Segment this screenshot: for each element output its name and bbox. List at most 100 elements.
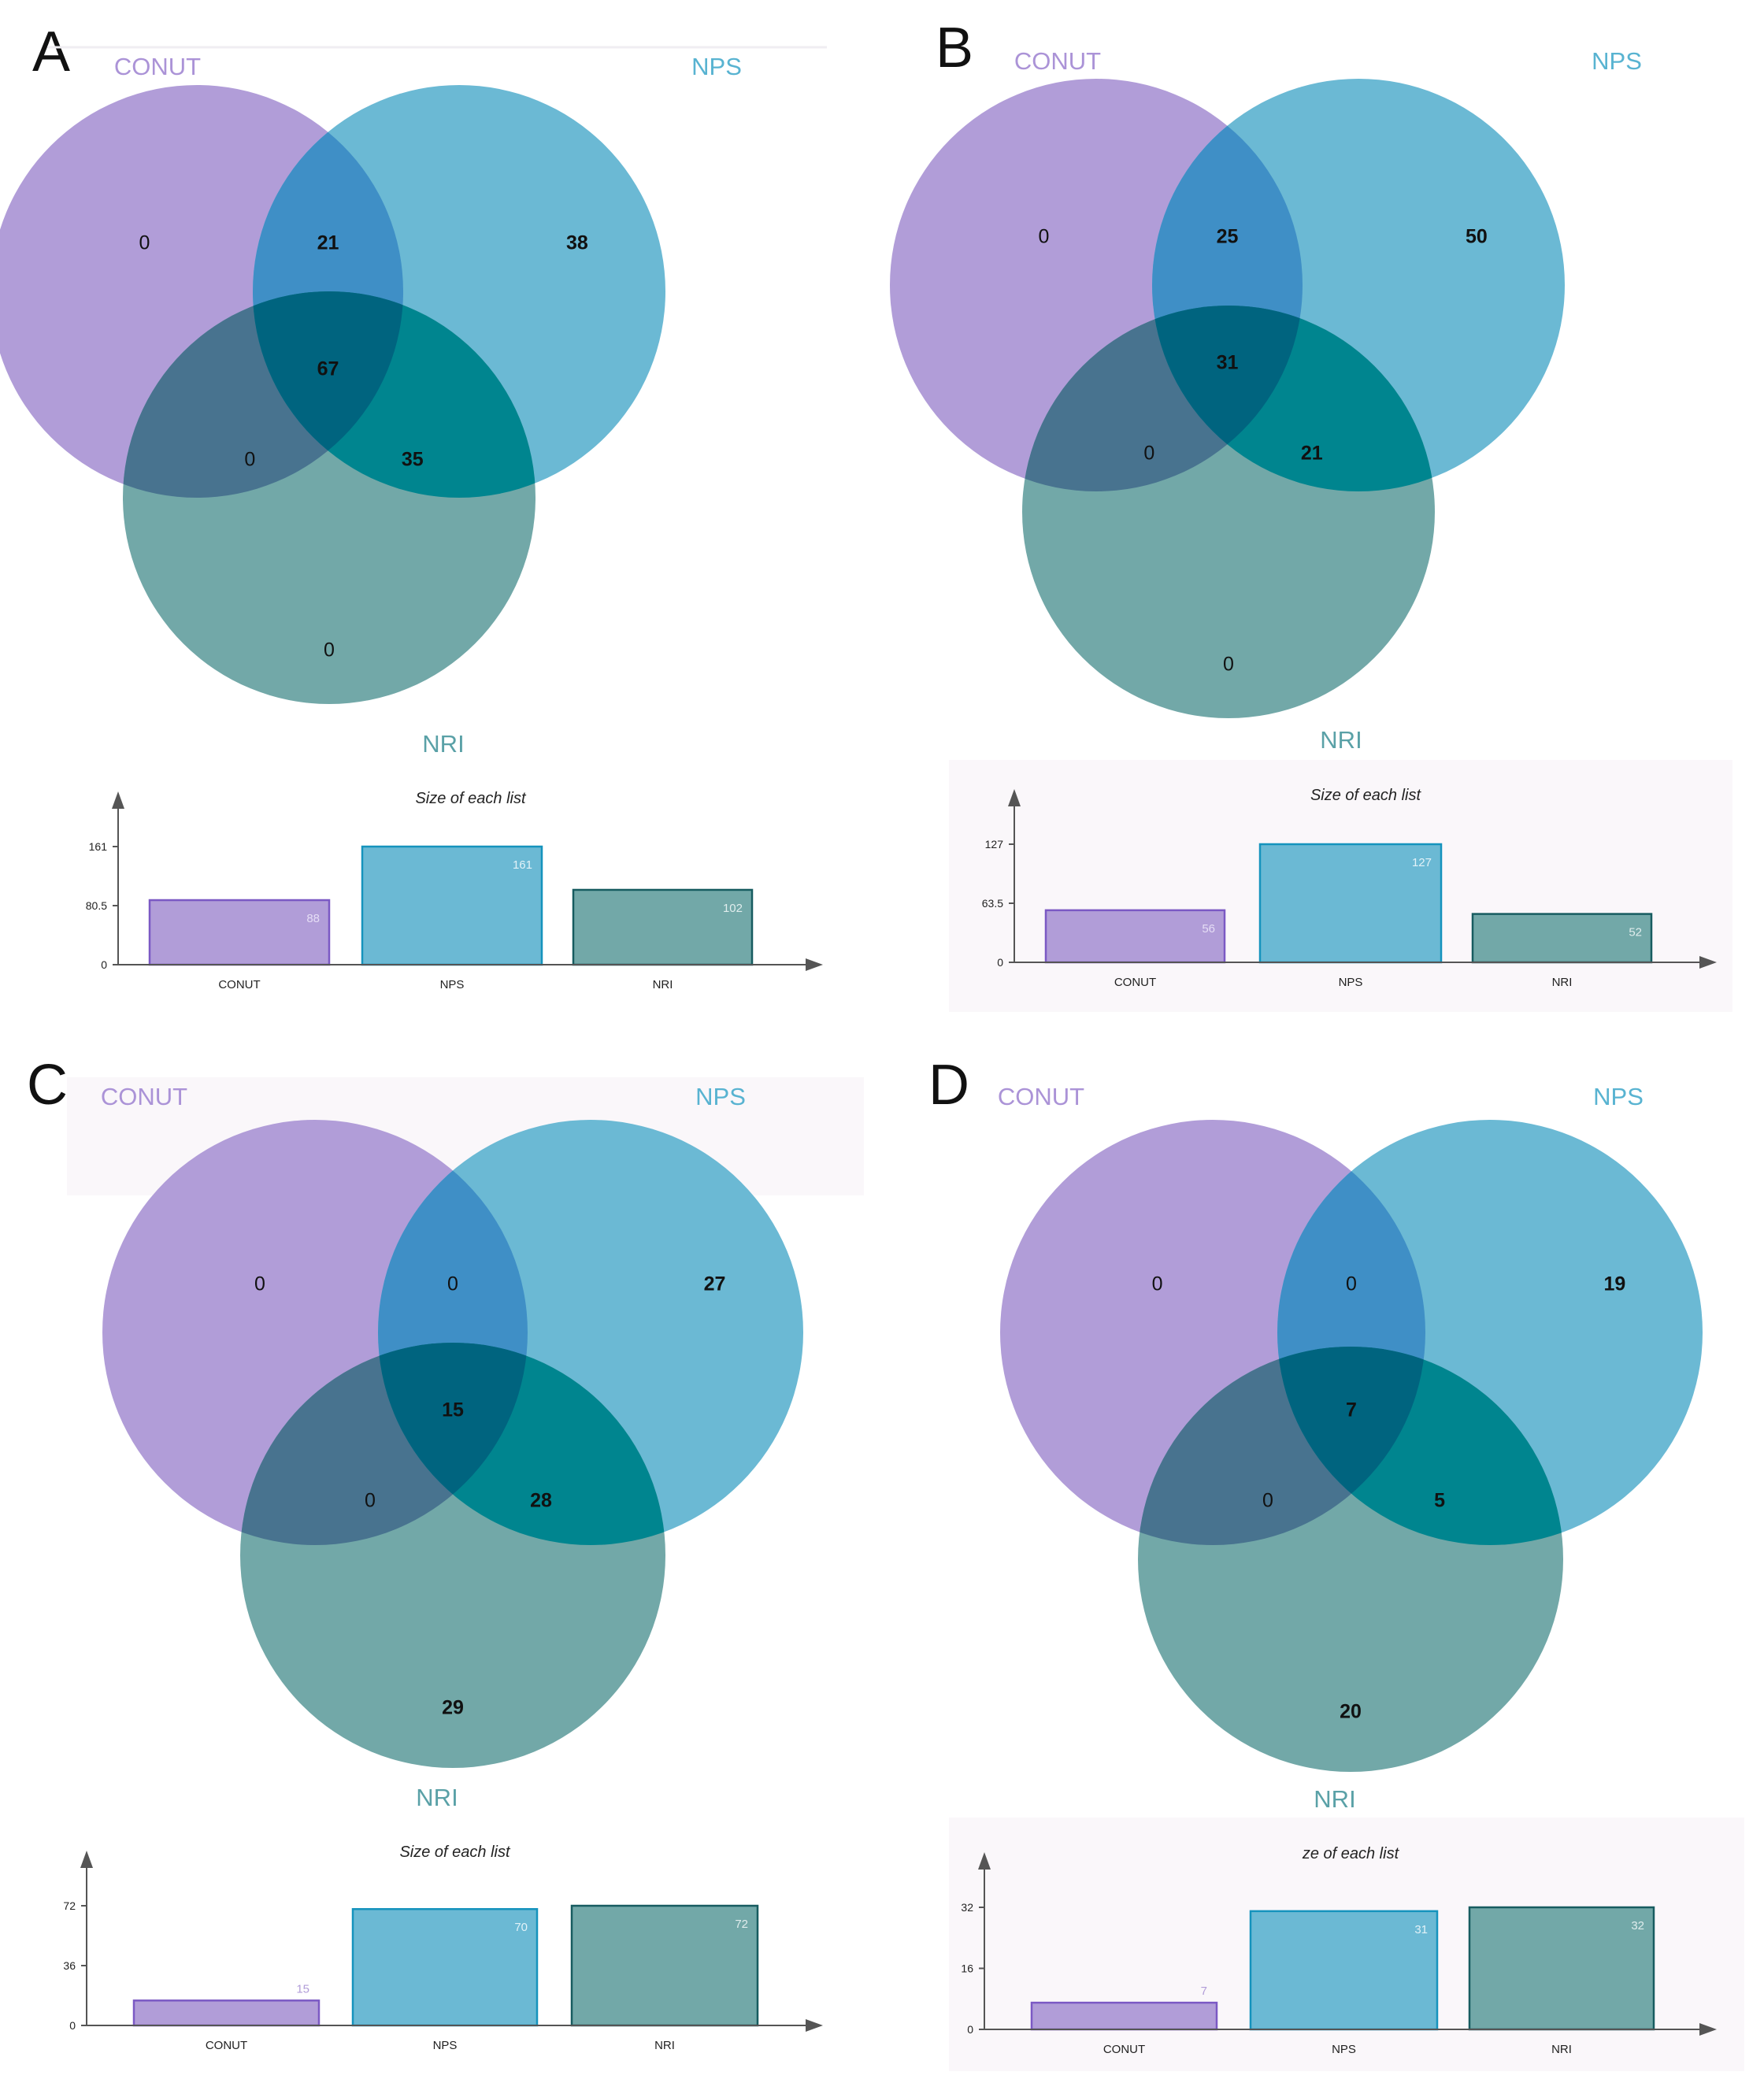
region-count-nps-nri: 21 bbox=[1301, 443, 1323, 465]
region-count-conut-nri: 0 bbox=[1143, 443, 1154, 465]
y-tick-label: 0 bbox=[69, 2019, 76, 2032]
x-tick-label: NPS bbox=[1339, 976, 1363, 989]
region-count-nps-only: 38 bbox=[566, 232, 588, 254]
region-count-nri-only: 29 bbox=[442, 1697, 464, 1719]
y-tick-label: 0 bbox=[967, 2023, 973, 2036]
bar-nri bbox=[1468, 1906, 1655, 2031]
bar-nps bbox=[351, 1907, 539, 2027]
set-label-nri: NRI bbox=[1314, 1785, 1355, 1813]
x-tick-label: NRI bbox=[653, 978, 673, 991]
y-tick-label: 0 bbox=[101, 958, 107, 971]
set-label-conut: CONUT bbox=[101, 1083, 187, 1110]
panel-letter: D bbox=[928, 1054, 969, 1117]
venn-diagram: 0 21 38 67 0 35 0 bbox=[0, 85, 665, 704]
bar-nri bbox=[572, 888, 754, 966]
bar-conut bbox=[1044, 909, 1226, 964]
set-label-nri: NRI bbox=[1320, 726, 1362, 754]
region-conut-nri bbox=[1022, 306, 1303, 491]
region-count-all: 67 bbox=[317, 358, 339, 380]
x-axis-arrow bbox=[1699, 956, 1717, 969]
y-tick-label: 80.5 bbox=[86, 899, 107, 912]
y-axis-arrow bbox=[80, 1851, 93, 1868]
bar-chart: Size of each list 15 CONUT 70 NPS 72 NRI 0 36 72 bbox=[63, 1844, 823, 2052]
bar-value-label: 7 bbox=[1201, 1984, 1207, 1998]
region-nps-nri bbox=[378, 1343, 665, 1545]
x-axis-arrow bbox=[806, 2019, 823, 2032]
region-count-nri-only: 20 bbox=[1340, 1701, 1362, 1723]
bar-chart: ze of each list 7 CONUT 31 NPS 32 NRI 0 16 32 bbox=[961, 1845, 1717, 2056]
region-conut-nri bbox=[123, 291, 403, 498]
x-tick-label: CONUT bbox=[206, 2039, 247, 2052]
y-tick-label: 63.5 bbox=[982, 897, 1003, 910]
set-label-nri: NRI bbox=[416, 1784, 458, 1811]
region-count-conut-nri: 0 bbox=[244, 449, 255, 471]
bar-conut bbox=[132, 1999, 321, 2027]
region-count-conut-nps: 25 bbox=[1217, 226, 1239, 248]
venn-diagram: 0 0 19 7 0 5 20 bbox=[1000, 1120, 1703, 1772]
y-axis-arrow bbox=[112, 791, 124, 809]
region-nps-nri bbox=[253, 291, 536, 498]
region-count-nps-nri: 5 bbox=[1434, 1490, 1445, 1512]
region-count-conut-only: 0 bbox=[139, 232, 150, 254]
bar-conut bbox=[148, 899, 331, 966]
bar-value-label: 70 bbox=[514, 1921, 528, 1934]
x-axis-arrow bbox=[806, 958, 823, 971]
panel-d: D 0 0 19 7 0 5 20 CONUT NPS NRI ze of each list 7 CON… bbox=[928, 1054, 1744, 2071]
y-tick-label: 16 bbox=[961, 1962, 973, 1975]
region-count-nps-nri: 28 bbox=[530, 1490, 552, 1512]
venn-diagram: 0 25 50 31 0 21 0 bbox=[890, 79, 1565, 718]
region-count-conut-nps: 21 bbox=[317, 232, 339, 254]
set-label-nps: NPS bbox=[691, 53, 742, 80]
x-tick-label: CONUT bbox=[1114, 976, 1156, 989]
bar-value-label: 72 bbox=[735, 1918, 748, 1931]
panel-letter: A bbox=[32, 20, 70, 83]
bar-nps bbox=[361, 845, 543, 966]
region-count-conut-only: 0 bbox=[1038, 226, 1049, 248]
region-count-conut-nps: 0 bbox=[447, 1273, 458, 1295]
bar-value-label: 161 bbox=[513, 858, 532, 872]
x-tick-label: NPS bbox=[1332, 2043, 1356, 2056]
bar-value-label: 102 bbox=[723, 902, 743, 915]
set-label-nps: NPS bbox=[1593, 1083, 1644, 1110]
set-label-conut: CONUT bbox=[1014, 47, 1101, 75]
y-tick-label: 127 bbox=[985, 838, 1004, 850]
region-count-all: 31 bbox=[1217, 352, 1239, 374]
y-tick-label: 161 bbox=[89, 840, 108, 853]
y-tick-label: 72 bbox=[63, 1899, 76, 1912]
venn-diagram: 0 0 27 15 0 28 29 bbox=[102, 1120, 803, 1768]
region-nps-nri bbox=[1152, 306, 1435, 491]
bar-chart-title: Size of each list bbox=[399, 1844, 511, 1861]
bar-value-label: 32 bbox=[1631, 1919, 1644, 1933]
region-count-nps-nri: 35 bbox=[402, 449, 424, 471]
bar-chart-title: ze of each list bbox=[1302, 1845, 1400, 1862]
region-count-nri-only: 0 bbox=[324, 639, 335, 662]
bar-chart: Size of each list 88 CONUT 161 NPS 102 NRI 0 80.… bbox=[86, 790, 823, 991]
y-axis-arrow bbox=[978, 1852, 991, 1870]
region-count-conut-only: 0 bbox=[1152, 1273, 1163, 1295]
bar-nri bbox=[570, 1904, 759, 2027]
region-count-nps-only: 27 bbox=[704, 1273, 726, 1295]
bar-nps bbox=[1249, 1910, 1439, 2031]
y-tick-label: 0 bbox=[997, 956, 1003, 969]
bar-nri bbox=[1471, 913, 1653, 964]
x-tick-label: NRI bbox=[1551, 2043, 1572, 2056]
region-nps-nri bbox=[1277, 1347, 1563, 1545]
bar-chart-title: Size of each list bbox=[1310, 787, 1422, 804]
x-tick-label: NPS bbox=[440, 978, 465, 991]
bar-value-label: 56 bbox=[1202, 922, 1215, 936]
x-tick-label: NRI bbox=[1552, 976, 1573, 989]
bar-value-label: 127 bbox=[1412, 856, 1432, 869]
bar-value-label: 31 bbox=[1414, 1923, 1428, 1936]
region-count-nps-only: 19 bbox=[1603, 1273, 1625, 1295]
region-count-conut-nps: 0 bbox=[1346, 1273, 1357, 1295]
y-tick-label: 32 bbox=[961, 1901, 973, 1914]
bar-value-label: 15 bbox=[296, 1982, 309, 1996]
x-axis-arrow bbox=[1699, 2023, 1717, 2036]
panel-letter: B bbox=[936, 17, 973, 80]
x-tick-label: CONUT bbox=[1103, 2043, 1145, 2056]
y-axis-arrow bbox=[1008, 789, 1021, 806]
region-count-conut-only: 0 bbox=[254, 1273, 265, 1295]
